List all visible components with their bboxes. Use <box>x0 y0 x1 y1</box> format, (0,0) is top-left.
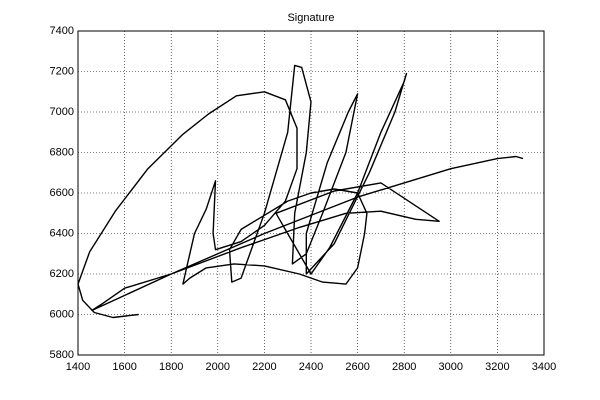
chart-title: Signature <box>287 12 334 24</box>
x-tick-label: 2200 <box>252 361 276 373</box>
y-tick-label: 7200 <box>50 65 74 77</box>
y-tick-label: 7400 <box>50 25 74 37</box>
y-tick-label: 6400 <box>50 227 74 239</box>
x-tick-label: 2800 <box>392 361 416 373</box>
y-tick-label: 6800 <box>50 146 74 158</box>
x-tick-label: 3400 <box>532 361 556 373</box>
x-tick-label: 1600 <box>112 361 136 373</box>
x-tick-label: 1800 <box>159 361 183 373</box>
y-tick-label: 6000 <box>50 308 74 320</box>
x-tick-label: 2600 <box>345 361 369 373</box>
plot-frame <box>77 30 545 356</box>
signature-line <box>77 64 524 319</box>
y-tick-label: 7000 <box>50 106 74 118</box>
x-tick-label: 2000 <box>206 361 230 373</box>
y-tick-label: 6200 <box>50 268 74 280</box>
x-tick-label: 3200 <box>485 361 509 373</box>
y-tick-label: 5800 <box>50 349 74 361</box>
x-tick-label: 1400 <box>66 361 90 373</box>
x-tick-label: 2400 <box>299 361 323 373</box>
x-tick-label: 3000 <box>439 361 463 373</box>
y-tick-label: 6600 <box>50 187 74 199</box>
